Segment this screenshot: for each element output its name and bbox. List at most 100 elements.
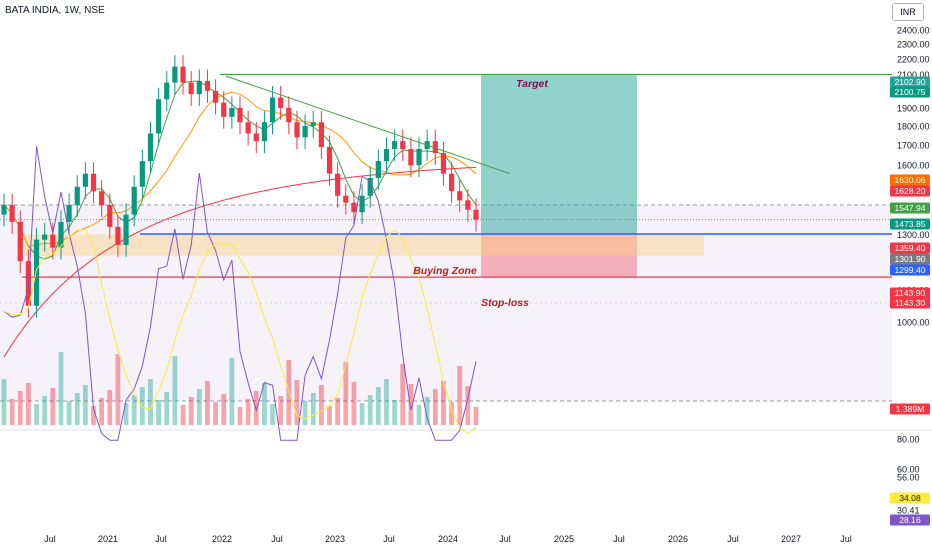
volume-bar	[449, 402, 454, 425]
candle-body	[221, 102, 227, 117]
volume-bar	[253, 391, 259, 425]
candle-body	[286, 107, 292, 123]
candle-body	[196, 80, 202, 95]
candle-body	[42, 234, 48, 240]
price-tag: 1301.90	[894, 254, 925, 264]
candle-body	[147, 133, 154, 162]
buying-zone-label: Buying Zone	[413, 265, 477, 277]
trendline	[225, 75, 511, 175]
price-tag: 1359.40	[894, 243, 925, 253]
candle-body	[383, 148, 390, 162]
price-tick-label: 2100.00	[897, 70, 930, 80]
price-tick-label: 2400.00	[897, 26, 930, 36]
volume-bar	[26, 383, 31, 425]
volume-bar	[17, 391, 23, 425]
volume-bar	[294, 380, 300, 425]
candle-body	[343, 195, 349, 203]
rsi-tick-label: 30.41	[897, 506, 920, 516]
volume-bar	[99, 398, 105, 425]
volume-bar	[156, 400, 162, 425]
volume-bar	[1, 379, 7, 425]
candle-body	[269, 97, 276, 123]
price-tag-bg	[890, 253, 930, 265]
volume-bar	[432, 389, 438, 425]
candle-body	[261, 122, 268, 142]
volume-bar	[91, 406, 96, 425]
annotations: Target Buying Zone Stop-loss	[413, 78, 548, 309]
volume-bar	[424, 397, 430, 425]
volume-bar	[359, 403, 365, 425]
candle-body	[367, 177, 373, 196]
candle-body	[318, 122, 324, 147]
volume-bar	[237, 407, 243, 425]
time-tick-label: 2023	[325, 534, 345, 544]
volume-bar	[107, 390, 113, 425]
rsi-pane	[0, 204, 932, 431]
candle-body	[107, 205, 113, 227]
price-tag: 1143.90	[895, 288, 926, 298]
price-tick-label: 1800.00	[897, 121, 930, 131]
candle-body	[212, 90, 219, 103]
volume-bar	[392, 400, 398, 425]
candle-body	[359, 195, 365, 213]
volume-bar	[123, 403, 129, 425]
time-tick-label: Jul	[727, 534, 739, 544]
rsi-tick-label: 60.00	[897, 465, 920, 475]
price-tag: 1143.30	[895, 298, 926, 308]
volume-bar	[335, 398, 341, 425]
candle-body	[188, 82, 194, 95]
volume-bar	[131, 395, 137, 425]
candle-body	[375, 161, 381, 178]
rsi-tag-bg	[890, 514, 930, 526]
chart-title: BATA INDIA, 1W, NSE	[5, 5, 105, 16]
volume-bar	[50, 388, 56, 425]
volume-tag-bg	[890, 403, 930, 415]
volume-bar	[286, 360, 292, 425]
time-tick-label: 2022	[212, 534, 232, 544]
volume-bar	[42, 396, 48, 425]
price-tag: 1630.06	[894, 175, 925, 185]
candle-body	[245, 122, 251, 134]
volume-bar	[139, 387, 145, 425]
price-tick-label: 1900.00	[897, 103, 930, 113]
volume-bar	[196, 389, 202, 425]
time-tick-label: Jul	[383, 534, 395, 544]
price-tag-bg	[890, 297, 930, 309]
rsi-tag: 28.16	[899, 515, 921, 525]
time-tick-label: Jul	[499, 534, 511, 544]
price-tick-label: 1300.00	[897, 230, 930, 240]
candle-body	[392, 141, 398, 149]
candle-body	[351, 202, 357, 213]
time-tick-label: 2025	[554, 534, 574, 544]
candle-body	[310, 122, 316, 126]
volume-bar	[115, 354, 121, 425]
price-tick-label: 2300.00	[897, 40, 930, 50]
volume-bar	[34, 404, 39, 425]
price-tag-bg	[890, 264, 930, 276]
volume-bar	[58, 352, 64, 425]
volume-bar	[180, 405, 186, 425]
volume-bar	[318, 385, 324, 425]
rsi-ma-tag: 34.08	[899, 493, 921, 503]
candle-body	[408, 148, 414, 166]
volume-bar	[327, 406, 332, 425]
volume-bar	[213, 402, 218, 425]
volume-bar	[148, 379, 153, 425]
price-tag-bg	[890, 202, 930, 214]
volume-bar	[270, 404, 275, 425]
currency-selector[interactable]: INR	[892, 3, 924, 21]
time-tick-label: Jul	[840, 534, 852, 544]
candle-body	[335, 173, 341, 196]
price-tag-bg	[890, 287, 930, 299]
time-tick-label: 2021	[98, 534, 118, 544]
candle-body	[115, 226, 121, 245]
candle-body	[131, 186, 137, 215]
ma-mid	[3, 91, 477, 247]
rsi-ma-tag-bg	[890, 492, 930, 504]
price-tag-bg	[890, 174, 930, 186]
candle-body	[302, 125, 308, 138]
candle-body	[457, 191, 463, 201]
price-tick-label: 1700.00	[897, 141, 930, 151]
volume-bar	[465, 386, 471, 425]
